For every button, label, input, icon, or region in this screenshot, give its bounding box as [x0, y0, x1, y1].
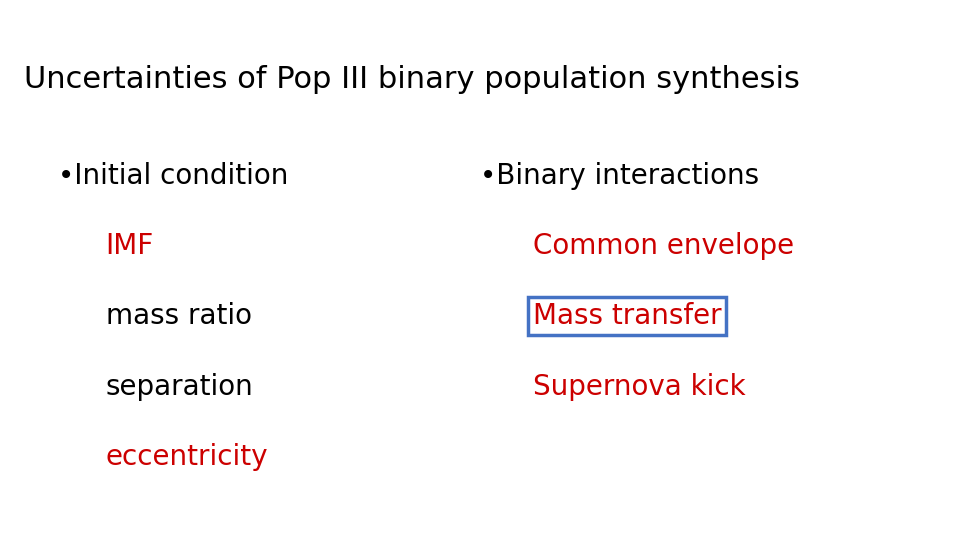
Text: Uncertainties of Pop III binary population synthesis: Uncertainties of Pop III binary populati… — [24, 65, 800, 94]
Text: Common envelope: Common envelope — [533, 232, 794, 260]
Text: eccentricity: eccentricity — [106, 443, 268, 471]
Text: •Initial condition: •Initial condition — [58, 162, 288, 190]
Text: •Binary interactions: •Binary interactions — [480, 162, 759, 190]
Text: Supernova kick: Supernova kick — [533, 373, 745, 401]
Text: separation: separation — [106, 373, 253, 401]
Text: mass ratio: mass ratio — [106, 302, 252, 330]
Text: Mass transfer: Mass transfer — [533, 302, 721, 330]
Text: IMF: IMF — [106, 232, 154, 260]
